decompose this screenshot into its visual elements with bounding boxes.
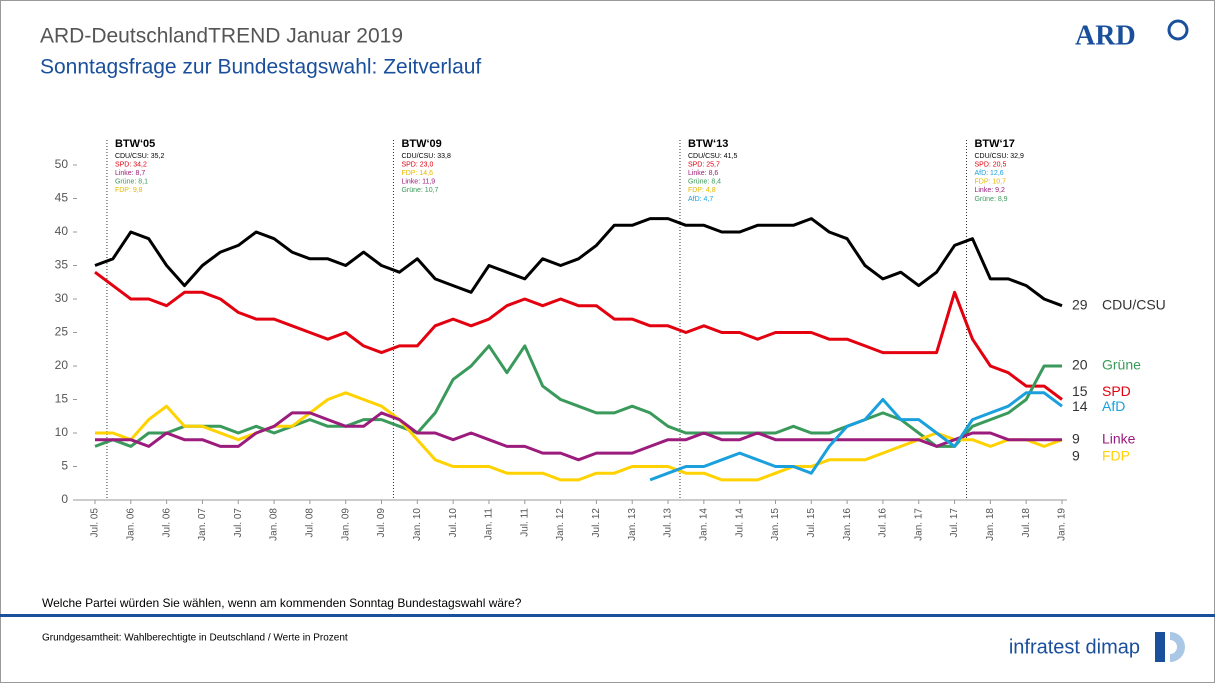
annotation-line: Grüne: 8,9 xyxy=(974,196,1007,203)
x-tick-label: Jan. 09 xyxy=(340,508,351,541)
legend-label: AfD xyxy=(1102,398,1125,414)
x-tick-label: Jul. 07 xyxy=(233,508,244,538)
annotation-line: Grüne: 10,7 xyxy=(401,187,438,194)
x-tick-label: Jul. 12 xyxy=(591,508,602,538)
annotation-title: BTW‘13 xyxy=(688,138,728,150)
annotation-line: Linke: 9,2 xyxy=(974,187,1004,194)
annotation-line: Grüne: 8,4 xyxy=(688,179,721,186)
x-tick-label: Jan. 14 xyxy=(698,508,709,541)
x-tick-label: Jan. 16 xyxy=(842,508,853,541)
x-tick-label: Jul. 11 xyxy=(519,508,530,537)
annotation-line: AfD: 4,7 xyxy=(688,196,713,203)
brand: infratest dimap xyxy=(1009,636,1140,658)
end-value-label: 20 xyxy=(1072,357,1088,373)
series-line xyxy=(94,270,1063,401)
x-tick-label: Jan. 08 xyxy=(269,508,280,541)
annotation-line: FDP: 14,6 xyxy=(401,170,433,177)
end-value-label: 9 xyxy=(1072,430,1080,446)
annotation-title: BTW‘05 xyxy=(115,138,155,150)
x-tick-label: Jul. 17 xyxy=(949,508,960,538)
y-tick-label: 15 xyxy=(55,392,69,406)
y-tick-label: 30 xyxy=(55,291,69,305)
x-tick-label: Jul. 08 xyxy=(305,508,316,538)
annotation-line: CDU/CSU: 41,5 xyxy=(688,153,738,160)
annotation-line: SPD: 23,0 xyxy=(401,161,433,168)
annotation-line: CDU/CSU: 32,9 xyxy=(974,153,1024,160)
y-tick-label: 35 xyxy=(55,258,69,272)
divider xyxy=(0,614,1215,617)
y-tick-label: 10 xyxy=(55,425,69,439)
x-tick-label: Jul. 14 xyxy=(734,508,745,538)
brand-icon xyxy=(1155,632,1165,662)
series-line xyxy=(94,217,1063,308)
x-tick-label: Jan. 11 xyxy=(484,508,495,540)
brand-icon xyxy=(1170,632,1185,662)
y-tick-label: 40 xyxy=(55,224,69,238)
series-line xyxy=(95,411,1062,462)
y-tick-label: 50 xyxy=(55,157,69,171)
series-line xyxy=(649,391,1063,482)
ard-one xyxy=(1167,19,1189,41)
footer-note: Grundgesamtheit: Wahlberechtigte in Deut… xyxy=(42,633,348,644)
x-tick-label: Jan. 12 xyxy=(555,508,566,541)
x-tick-label: Jan. 15 xyxy=(770,508,781,541)
annotation-line: CDU/CSU: 35,2 xyxy=(115,153,165,160)
x-tick-label: Jul. 06 xyxy=(161,508,172,538)
annotation-line: SPD: 20,5 xyxy=(974,161,1006,168)
y-tick-label: 25 xyxy=(55,325,69,339)
legend-label: Linke xyxy=(1102,430,1136,446)
y-tick-label: 5 xyxy=(61,459,68,473)
x-tick-label: Jul. 09 xyxy=(376,508,387,538)
x-tick-label: Jul. 10 xyxy=(448,508,459,538)
y-tick-label: 45 xyxy=(55,191,69,205)
end-value-label: 29 xyxy=(1072,296,1088,312)
x-tick-label: Jan. 10 xyxy=(412,508,423,541)
annotation-line: Linke: 8,6 xyxy=(688,170,718,177)
annotation-title: BTW‘17 xyxy=(974,138,1014,150)
y-tick-label: 0 xyxy=(61,492,68,506)
legend-label: CDU/CSU xyxy=(1102,296,1166,312)
y-tick-label: 20 xyxy=(55,358,69,372)
x-tick-label: Jul. 18 xyxy=(1021,508,1032,538)
annotation-line: FDP: 9,8 xyxy=(115,187,143,194)
x-tick-label: Jan. 18 xyxy=(985,508,996,541)
x-tick-label: Jan. 17 xyxy=(913,508,924,541)
annotation-title: BTW‘09 xyxy=(401,138,441,150)
annotation-line: CDU/CSU: 33,8 xyxy=(401,153,451,160)
legend-label: SPD xyxy=(1102,383,1131,399)
x-tick-label: Jul. 15 xyxy=(806,508,817,538)
end-value-label: 15 xyxy=(1072,383,1088,399)
question: Welche Partei würden Sie wählen, wenn am… xyxy=(42,596,522,610)
legend-label: FDP xyxy=(1102,447,1130,463)
legend-label: Grüne xyxy=(1102,357,1141,373)
annotation-line: Grüne: 8,1 xyxy=(115,179,148,186)
ard-logo: ARD xyxy=(1075,20,1136,51)
x-tick-label: Jan. 19 xyxy=(1057,508,1068,541)
annotation-line: FDP: 10,7 xyxy=(974,179,1006,186)
x-tick-label: Jul. 05 xyxy=(90,508,101,538)
x-tick-label: Jul. 13 xyxy=(663,508,674,538)
x-tick-label: Jul. 16 xyxy=(878,508,889,538)
x-tick-label: Jan. 06 xyxy=(125,508,136,541)
x-tick-label: Jan. 13 xyxy=(627,508,638,541)
annotation-line: FDP: 4,8 xyxy=(688,187,716,194)
annotation-line: Linke: 8,7 xyxy=(115,170,145,177)
annotation-line: SPD: 34,2 xyxy=(115,161,147,168)
title: ARD-DeutschlandTREND Januar 2019 xyxy=(40,25,403,48)
annotation-line: SPD: 25,7 xyxy=(688,161,720,168)
x-tick-label: Jan. 07 xyxy=(197,508,208,541)
subtitle: Sonntagsfrage zur Bundestagswahl: Zeitve… xyxy=(40,56,481,79)
annotation-line: AfD: 12,6 xyxy=(974,170,1003,177)
end-value-label: 9 xyxy=(1072,447,1080,463)
annotation-line: Linke: 11,9 xyxy=(401,179,435,186)
end-value-label: 14 xyxy=(1072,398,1088,414)
